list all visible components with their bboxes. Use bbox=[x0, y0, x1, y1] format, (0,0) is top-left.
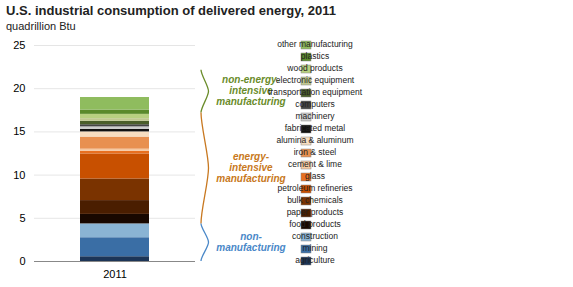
svg-text:5: 5 bbox=[19, 212, 25, 224]
svg-text:15: 15 bbox=[13, 125, 25, 137]
svg-text:25: 25 bbox=[13, 39, 25, 51]
svg-text:energy-intensivemanufacturing: energy-intensivemanufacturing bbox=[216, 151, 285, 184]
svg-text:construction: construction bbox=[292, 231, 338, 241]
svg-text:machinery: machinery bbox=[295, 111, 335, 121]
svg-text:alumina & aluminum: alumina & aluminum bbox=[276, 135, 353, 145]
svg-text:computers: computers bbox=[295, 99, 335, 109]
svg-text:transportation equipment: transportation equipment bbox=[268, 87, 363, 97]
html-text:intensive: intensive bbox=[229, 84, 273, 96]
svg-text:wood products: wood products bbox=[286, 63, 342, 73]
svg-text:plastics: plastics bbox=[301, 51, 329, 61]
svg-text:fabricated metal: fabricated metal bbox=[285, 123, 346, 133]
html-text:U.S. industrial consumption of: U.S. industrial consumption of delivered… bbox=[6, 3, 336, 18]
html-text:non-energy-: non-energy- bbox=[222, 73, 280, 85]
svg-text:paper products: paper products bbox=[287, 207, 344, 217]
svg-text:10: 10 bbox=[13, 169, 25, 181]
svg-text:cement & lime: cement & lime bbox=[288, 159, 342, 169]
svg-text:2011: 2011 bbox=[103, 268, 127, 280]
svg-text:agriculture: agriculture bbox=[295, 255, 335, 265]
svg-text:electronic equipment: electronic equipment bbox=[276, 75, 355, 85]
svg-text:food products: food products bbox=[289, 219, 341, 229]
html-text:manufacturing: manufacturing bbox=[216, 95, 286, 107]
svg-text:glass: glass bbox=[305, 171, 325, 181]
svg-text:bulk chemicals: bulk chemicals bbox=[287, 195, 343, 205]
svg-text:other manufacturing: other manufacturing bbox=[277, 39, 353, 49]
svg-text:0: 0 bbox=[19, 255, 25, 267]
svg-text:iron & steel: iron & steel bbox=[294, 147, 337, 157]
html-text:quadrillion Btu: quadrillion Btu bbox=[6, 20, 76, 32]
svg-text:mining: mining bbox=[302, 243, 327, 253]
svg-text:20: 20 bbox=[13, 82, 25, 94]
svg-text:non-manufacturing: non-manufacturing bbox=[216, 230, 285, 252]
svg-text:petroleum refineries: petroleum refineries bbox=[277, 183, 352, 193]
